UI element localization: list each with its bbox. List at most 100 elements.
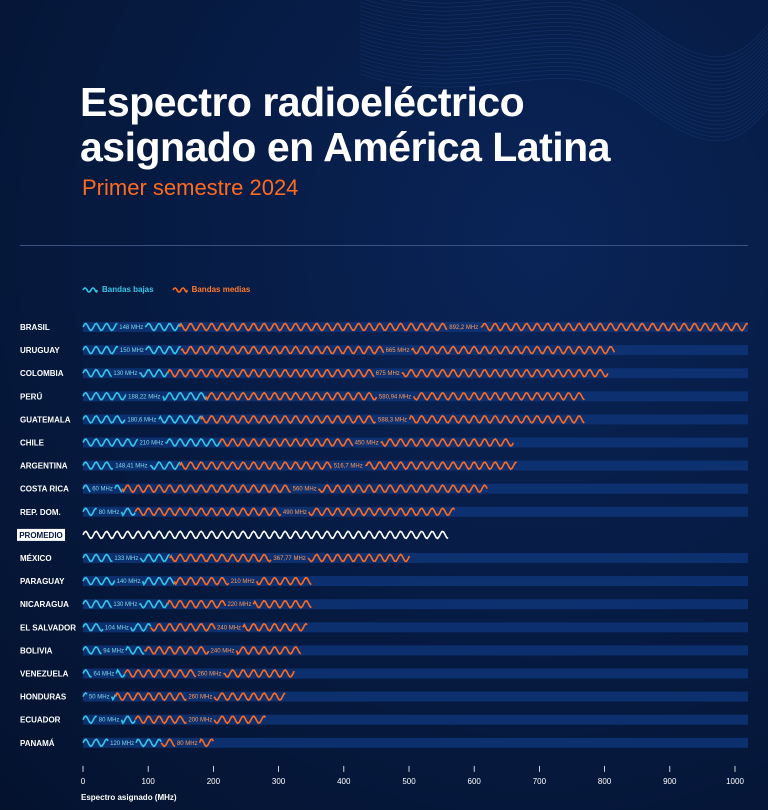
bar-track	[83, 345, 748, 356]
low-band-value: 130 MHz	[113, 602, 137, 608]
mid-band-wave	[235, 646, 302, 656]
mid-band-wave	[150, 623, 216, 632]
low-band-wave	[139, 368, 169, 378]
mid-band-wave	[223, 668, 295, 679]
mid-band-wave	[178, 322, 448, 332]
mid-band-value: 516,7 MHz	[334, 464, 363, 470]
x-tick-label: 700	[533, 777, 547, 786]
chart-row-colombia: COLOMBIA 130 MHz 675 MHz	[20, 368, 748, 379]
header-divider	[20, 245, 748, 246]
mid-band-wave	[213, 691, 286, 702]
x-tick-label: 500	[402, 777, 416, 786]
chart-row-ecuador: ECUADOR 80 MHz 200 MHz	[20, 714, 748, 725]
bar-track	[83, 691, 748, 702]
low-band-wave	[82, 322, 118, 332]
mid-band-wave	[180, 345, 385, 355]
low-band-wave	[125, 645, 145, 656]
mid-band-wave	[204, 391, 378, 402]
mid-band-wave	[160, 738, 176, 748]
country-label: EL SALVADOR	[20, 623, 76, 632]
chart-row-el-salvador: EL SALVADOR 104 MHz 240 MHz	[20, 622, 748, 633]
low-band-value: 130 MHz	[113, 371, 137, 377]
low-band-wave	[120, 507, 136, 517]
low-band-wave	[135, 738, 162, 748]
mid-band-wave	[219, 437, 354, 448]
mid-band-wave	[167, 599, 227, 609]
bar-track	[83, 368, 748, 379]
low-band-wave	[120, 715, 136, 725]
low-band-wave	[114, 484, 123, 493]
mid-band-value: 665 MHz	[386, 348, 410, 354]
average-label: PROMEDIO	[19, 531, 63, 540]
bar-track	[83, 414, 748, 425]
chart-row-guatemala: GUATEMALA 180,6 MHz 588,3 MHz	[20, 414, 748, 425]
country-label: ECUADOR	[20, 716, 61, 725]
low-band-value: 120 MHz	[110, 741, 134, 747]
legend-label-low: Bandas bajas	[102, 285, 154, 294]
country-label: PERÚ	[20, 392, 42, 401]
mid-band-wave	[213, 715, 267, 725]
bar-track	[83, 553, 748, 563]
mid-band-value: 675 MHz	[376, 371, 400, 377]
bar-track	[83, 599, 748, 610]
chart-row-uruguay: URUGUAY 150 MHz 665 MHz	[20, 345, 748, 356]
low-band-wave	[141, 576, 175, 587]
low-band-wave	[82, 414, 126, 424]
low-band-wave	[162, 391, 207, 402]
country-label: HONDURAS	[20, 693, 67, 702]
country-label: MÉXICO	[20, 554, 52, 563]
chart-title-line-2: asignado en América Latina	[80, 124, 611, 170]
country-label: COLOMBIA	[20, 369, 64, 378]
country-label: NICARAGUA	[20, 600, 69, 609]
mid-band-value: 367,77 MHz	[273, 556, 305, 562]
chart-subtitle: Primer semestre 2024	[82, 175, 299, 200]
mid-band-wave	[173, 576, 230, 586]
x-tick-label: 200	[207, 777, 221, 786]
decorative-line	[359, 13, 768, 82]
mid-band-value: 220 MHz	[227, 602, 251, 608]
country-label: PARAGUAY	[20, 577, 65, 586]
x-tick-label: 0	[81, 777, 86, 786]
country-label: CHILE	[20, 439, 45, 448]
low-band-value: 188,22 MHz	[128, 394, 160, 400]
low-band-value: 104 MHz	[105, 625, 129, 631]
low-band-wave	[165, 437, 221, 448]
low-band-value: 60 MHz	[92, 487, 113, 493]
chart-row-panamá: PANAMÁ 120 MHz 80 MHz	[20, 737, 748, 748]
bar-track	[83, 483, 748, 494]
mid-band-value: 210 MHz	[231, 579, 255, 585]
low-band-wave	[82, 484, 91, 493]
chart-row-perú: PERÚ 188,22 MHz 580,94 MHz	[20, 391, 748, 402]
mid-band-wave	[380, 437, 514, 448]
x-tick-label: 400	[337, 777, 351, 786]
x-tick-label: 1000	[726, 777, 744, 786]
country-label: GUATEMALA	[20, 415, 71, 424]
low-band-wave	[82, 738, 109, 748]
mid-band-wave	[124, 668, 197, 679]
low-band-wave	[82, 345, 119, 355]
mid-band-value: 260 MHz	[188, 695, 212, 701]
mid-band-value: 560 MHz	[293, 487, 317, 493]
country-label: VENEZUELA	[20, 670, 69, 679]
bar-track	[83, 737, 748, 748]
low-band-wave	[139, 599, 169, 609]
low-band-value: 64 MHz	[94, 672, 115, 678]
country-label: REP. DOM.	[20, 508, 61, 517]
low-band-value: 148,41 MHz	[115, 464, 147, 470]
mid-band-value: 200 MHz	[188, 718, 212, 724]
chart-row-méxico: MÉXICO 133 MHz 367,77 MHz	[20, 553, 748, 563]
chart-title-line-1: Espectro radioeléctrico	[80, 79, 525, 125]
low-band-wave	[82, 599, 113, 609]
legend-item-bandas-medias: Bandas medias	[171, 285, 250, 294]
mid-band-wave	[255, 576, 312, 586]
chart-row-paraguay: PARAGUAY 140 MHz 210 MHz	[20, 576, 748, 587]
decorative-line	[359, 1, 768, 70]
mid-band-wave	[167, 368, 375, 378]
mid-band-value: 490 MHz	[283, 510, 307, 516]
chart-row-honduras: HONDURAS 50 MHz 260 MHz	[20, 691, 748, 702]
mid-band-wave	[412, 391, 585, 401]
low-band-wave	[82, 368, 113, 378]
mid-band-wave	[198, 737, 215, 748]
mid-band-value: 260 MHz	[197, 672, 221, 678]
mid-band-wave	[242, 622, 308, 632]
